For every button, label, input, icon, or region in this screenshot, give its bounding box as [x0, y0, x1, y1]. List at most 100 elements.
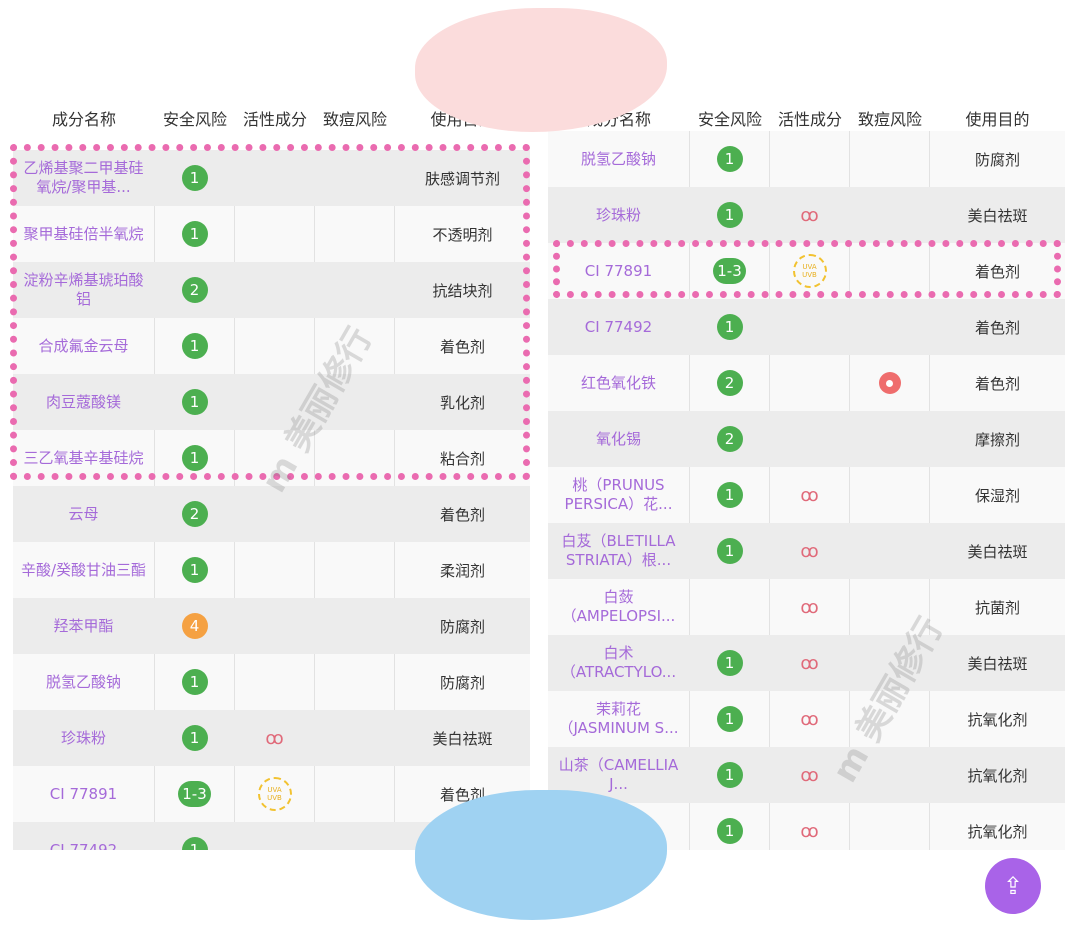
safety-risk-cell: 1: [155, 206, 235, 262]
purpose: 美白祛斑: [967, 542, 1028, 561]
ingredient-name[interactable]: 桃（PRUNUS PERSICA）花...: [548, 467, 690, 523]
risk-badge: 1: [716, 482, 743, 508]
ingredient-name[interactable]: CI 77492: [584, 317, 653, 336]
table-row[interactable]: 白芨（BLETILLA STRIATA）根... 1 ꝏ 美白祛斑: [548, 523, 1065, 579]
right-ingredient-table: 脱氢乙酸钠 1 防腐剂 珍珠粉 1 ꝏ 美白祛斑 CI 77891 1-3 UVA …: [548, 131, 1065, 850]
whitening-active-icon: ꝏ: [800, 540, 819, 562]
risk-badge: 1: [181, 725, 208, 751]
safety-risk-cell: 1: [690, 635, 770, 691]
ingredient-name[interactable]: CI 77891: [548, 243, 690, 299]
acne-risk-cell: [315, 430, 395, 486]
risk-badge: 1: [181, 557, 208, 583]
table-row[interactable]: 脱氢乙酸钠 1 防腐剂: [548, 131, 1065, 187]
ingredient-name[interactable]: CI 77492: [49, 840, 118, 851]
ingredient-name[interactable]: 白蔹（AMPELOPSI...: [548, 579, 690, 635]
table-row[interactable]: 白术（ATRACTYLO... 1 ꝏ 美白祛斑: [548, 635, 1065, 691]
ingredient-name[interactable]: 合成氟金云母: [13, 318, 155, 374]
ingredient-name[interactable]: 辛酸/癸酸甘油三酯: [13, 542, 155, 598]
purpose: 肤感调节剂: [424, 169, 500, 188]
safety-risk-cell: 1-3: [155, 766, 235, 822]
sunscreen-uv-icon: UVA UVB: [792, 254, 827, 288]
acne-risk-icon: [878, 372, 901, 394]
table-row[interactable]: 辛酸/癸酸甘油三酯 1 柔润剂: [13, 542, 530, 598]
risk-badge: 2: [181, 501, 208, 527]
ingredient-name[interactable]: 脱氢乙酸钠: [548, 131, 690, 187]
ingredient-name[interactable]: 氧化锡: [595, 429, 641, 448]
header-acne: 致痘风险: [857, 110, 922, 129]
active-ingredient-cell: UVA UVB: [235, 766, 315, 822]
risk-badge: 1: [716, 202, 743, 228]
risk-badge: 2: [181, 277, 208, 303]
purpose: 抗氧化剂: [967, 710, 1028, 729]
ingredient-name[interactable]: 脱氢乙酸钠: [13, 654, 155, 710]
table-row[interactable]: CI 77492 1 着色剂: [548, 299, 1065, 355]
ingredient-name[interactable]: 珍珠粉: [60, 728, 106, 747]
table-row[interactable]: 乙烯基聚二甲基硅氧烷/聚甲基... 1 肤感调节剂: [13, 150, 530, 206]
table-row[interactable]: 羟苯甲酯 4 防腐剂: [13, 598, 530, 654]
risk-badge: 1: [716, 706, 743, 732]
active-ingredient-cell: ꝏ: [770, 635, 850, 691]
table-row[interactable]: CI 77891 1-3 UVA UVB 着色剂: [548, 243, 1065, 299]
active-ingredient-cell: UVA UVB: [770, 243, 850, 299]
risk-badge: 2: [716, 370, 743, 396]
acne-risk-cell: [850, 579, 930, 635]
ingredient-name[interactable]: 红色氧化铁: [548, 355, 690, 411]
ingredient-name[interactable]: 乙烯基聚二甲基硅氧烷/聚甲基...: [23, 159, 144, 196]
purpose: 着色剂: [974, 262, 1020, 281]
table-row[interactable]: 山茶（CAMELLIA J... 1 ꝏ 抗氧化剂: [548, 747, 1065, 803]
ingredient-name[interactable]: 聚甲基硅倍半氧烷: [13, 206, 155, 262]
ingredient-name[interactable]: 淀粉辛烯基琥珀酸铝: [23, 271, 144, 308]
ingredient-name[interactable]: 羟苯甲酯: [53, 616, 114, 635]
active-ingredient-cell: [235, 598, 315, 654]
ingredient-name[interactable]: 肉豆蔻酸镁: [45, 392, 121, 411]
table-row[interactable]: 白蔹（AMPELOPSI... ꝏ 抗菌剂: [548, 579, 1065, 635]
safety-risk-cell: 1: [155, 542, 235, 598]
left-ingredient-table: 乙烯基聚二甲基硅氧烷/聚甲基... 1 肤感调节剂 聚甲基硅倍半氧烷 1 不透明剂…: [13, 150, 530, 850]
table-row[interactable]: 珍珠粉 1 ꝏ 美白祛斑: [548, 187, 1065, 243]
table-row[interactable]: 脱氢乙酸钠 1 防腐剂: [13, 654, 530, 710]
safety-risk-cell: 1: [155, 318, 235, 374]
table-row[interactable]: 桃（PRUNUS PERSICA）花... 1 ꝏ 保湿剂: [548, 467, 1065, 523]
safety-risk-cell: 2: [690, 355, 770, 411]
table-row[interactable]: 茉莉花（JASMINUM S... 1 ꝏ 抗氧化剂: [548, 691, 1065, 747]
whitening-active-icon: ꝏ: [800, 204, 819, 226]
ingredient-name[interactable]: 珍珠粉: [595, 205, 641, 224]
table-row[interactable]: 氧化锡 2 摩擦剂: [548, 411, 1065, 467]
table-row[interactable]: 肉豆蔻酸镁 1 乳化剂: [13, 374, 530, 430]
table-row[interactable]: 珍珠粉 1 ꝏ 美白祛斑: [13, 710, 530, 766]
ingredient-name[interactable]: 云母: [68, 504, 99, 523]
table-row[interactable]: 云母 2 着色剂: [13, 486, 530, 542]
risk-badge: 4: [181, 613, 208, 639]
share-icon: ⇪: [1002, 872, 1024, 900]
share-button[interactable]: ⇪: [985, 858, 1041, 914]
purpose: 美白祛斑: [432, 729, 493, 748]
table-row[interactable]: 淀粉辛烯基琥珀酸铝 2 抗结块剂: [13, 262, 530, 318]
purpose: 不透明剂: [432, 225, 493, 244]
risk-badge: 1: [181, 837, 208, 850]
risk-badge: 1: [716, 650, 743, 676]
ingredient-name[interactable]: 白芨（BLETILLA STRIATA）根...: [561, 532, 676, 569]
acne-risk-cell: [850, 411, 930, 467]
whitening-active-icon: ꝏ: [800, 708, 819, 730]
ingredient-name[interactable]: 三乙氧基辛基硅烷: [13, 430, 155, 486]
risk-badge: 1: [181, 389, 208, 415]
active-ingredient-cell: [235, 654, 315, 710]
ingredient-name[interactable]: CI 77891: [13, 766, 155, 822]
table-row[interactable]: 聚甲基硅倍半氧烷 1 不透明剂: [13, 206, 530, 262]
acne-risk-cell: [850, 355, 930, 411]
safety-risk-cell: 1: [690, 299, 770, 355]
purpose: 保湿剂: [974, 486, 1020, 505]
table-row[interactable]: 红色氧化铁 2 着色剂: [548, 355, 1065, 411]
ingredient-name[interactable]: 茉莉花（JASMINUM S...: [548, 691, 690, 747]
purpose: 着色剂: [974, 374, 1020, 393]
ingredient-name[interactable]: 山茶（CAMELLIA J...: [558, 756, 679, 793]
purpose: 防腐剂: [439, 673, 485, 692]
active-ingredient-cell: [770, 131, 850, 187]
whitening-active-icon: ꝏ: [800, 764, 819, 786]
table-row[interactable]: 合成氟金云母 1 着色剂: [13, 318, 530, 374]
safety-risk-cell: 2: [155, 262, 235, 318]
ingredient-name[interactable]: 白术（ATRACTYLO...: [560, 644, 677, 681]
header-risk: 安全风险: [697, 110, 762, 129]
pink-blob-decoration: [415, 8, 667, 132]
risk-badge: 1: [181, 221, 208, 247]
